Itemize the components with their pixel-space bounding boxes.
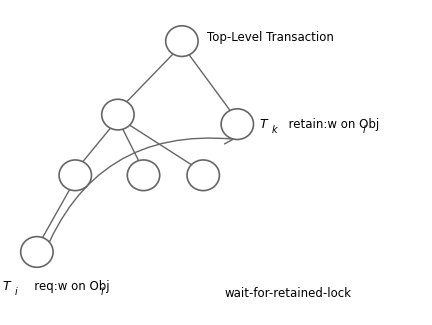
Text: i: i — [15, 287, 17, 297]
Text: T: T — [260, 118, 267, 131]
Ellipse shape — [59, 160, 92, 190]
Text: l: l — [362, 125, 365, 135]
Ellipse shape — [21, 237, 53, 267]
Text: retain:w on Obj: retain:w on Obj — [281, 118, 379, 131]
Text: wait-for-retained-lock: wait-for-retained-lock — [225, 287, 352, 300]
Text: T: T — [3, 280, 10, 293]
Ellipse shape — [102, 99, 134, 130]
Ellipse shape — [187, 160, 219, 190]
Text: req:w on Obj: req:w on Obj — [23, 280, 110, 293]
Ellipse shape — [221, 109, 254, 139]
Ellipse shape — [166, 26, 198, 57]
Ellipse shape — [127, 160, 160, 190]
Text: Top-Level Transaction: Top-Level Transaction — [206, 32, 334, 45]
FancyArrowPatch shape — [43, 133, 233, 257]
Text: k: k — [272, 125, 277, 135]
Text: l: l — [101, 287, 104, 297]
